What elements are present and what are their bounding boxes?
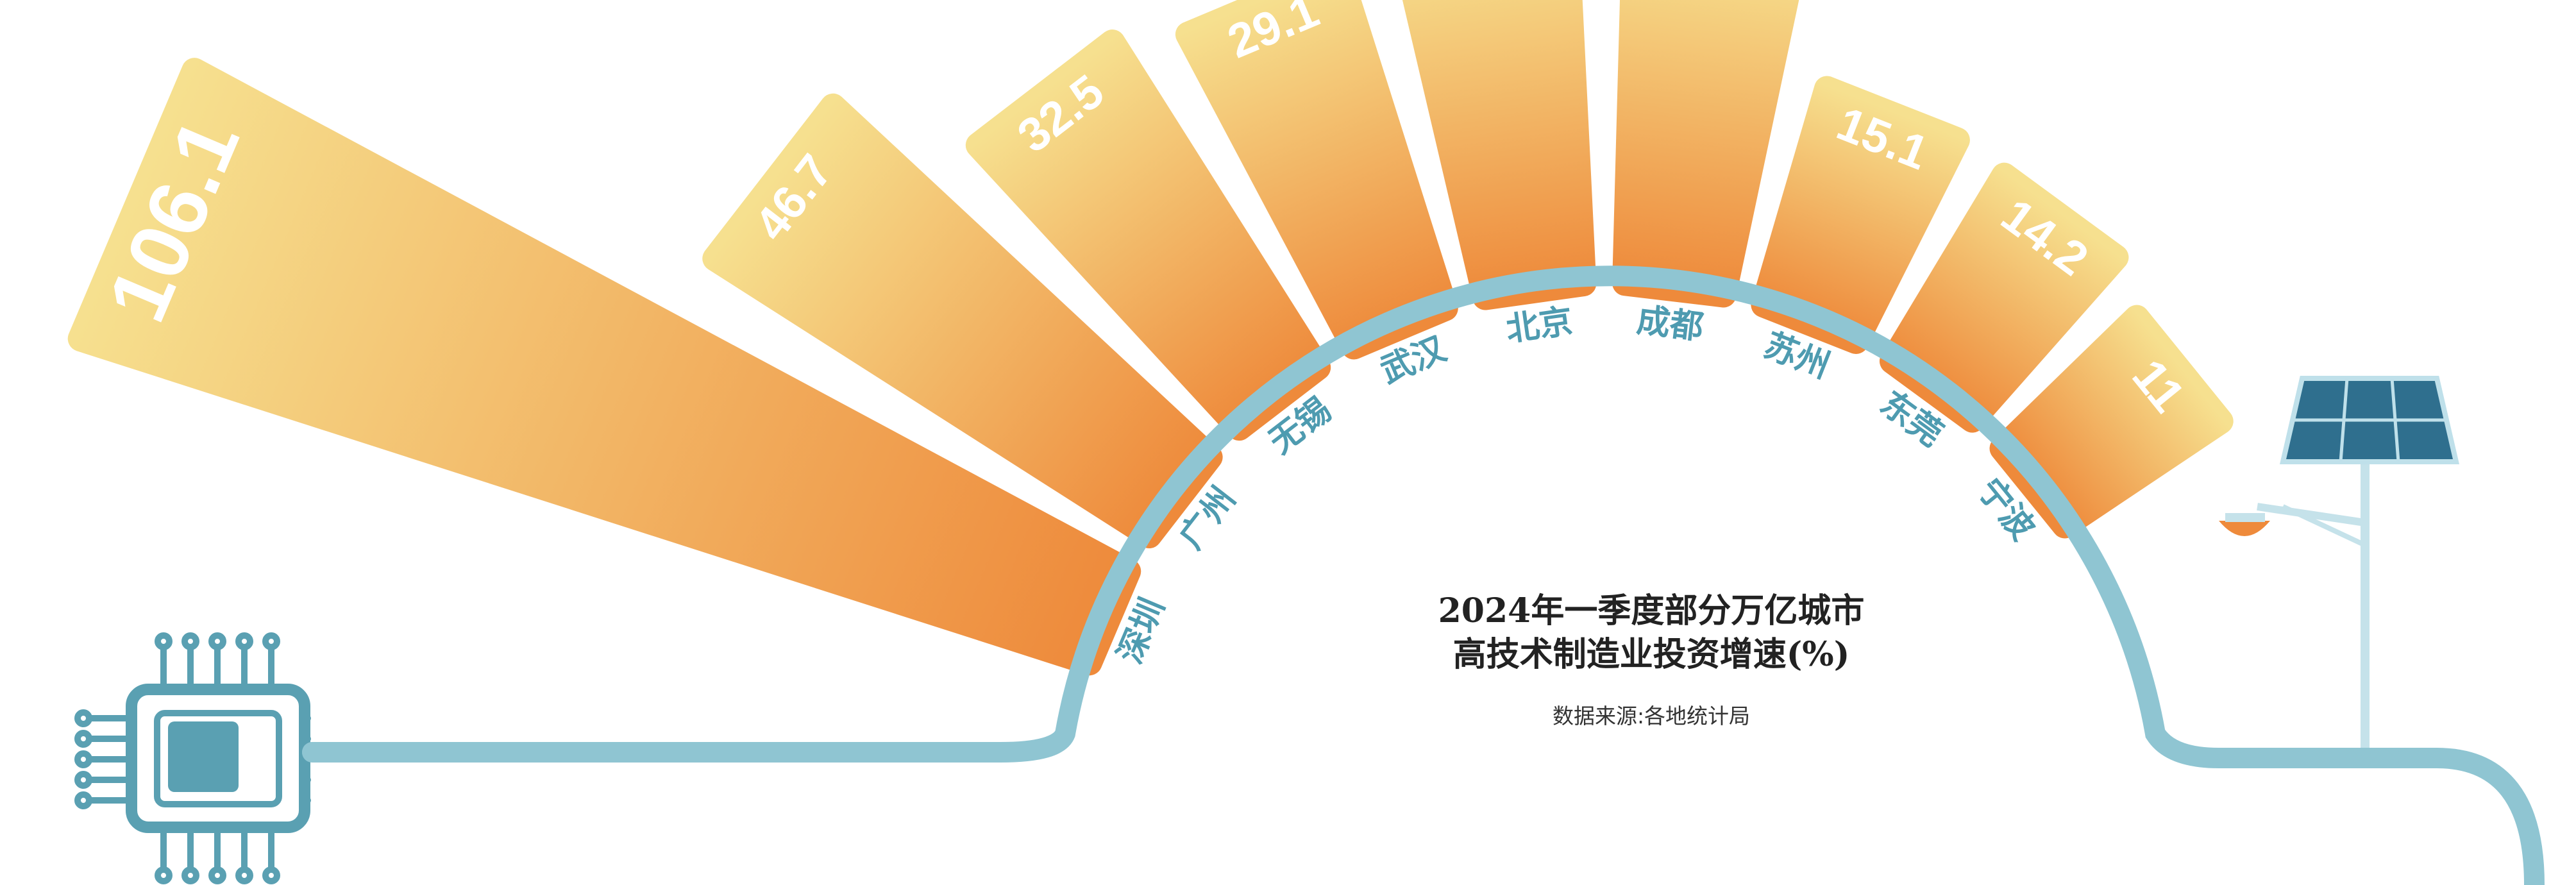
category-label: 成都 — [1635, 301, 1705, 348]
axis-arc — [302, 266, 2545, 885]
category-label: 北京 — [1504, 302, 1575, 350]
axis-start-dot — [302, 742, 323, 763]
solar-lamp-icon — [2219, 376, 2460, 750]
chart-source: 数据来源:各地统计局 — [1553, 704, 1750, 729]
chip-icon — [74, 632, 311, 884]
chart-subtitle: 高技术制造业投资增速(%) — [1453, 635, 1850, 674]
chart-title: 2024年一季度部分万亿城市 — [1438, 591, 1865, 630]
